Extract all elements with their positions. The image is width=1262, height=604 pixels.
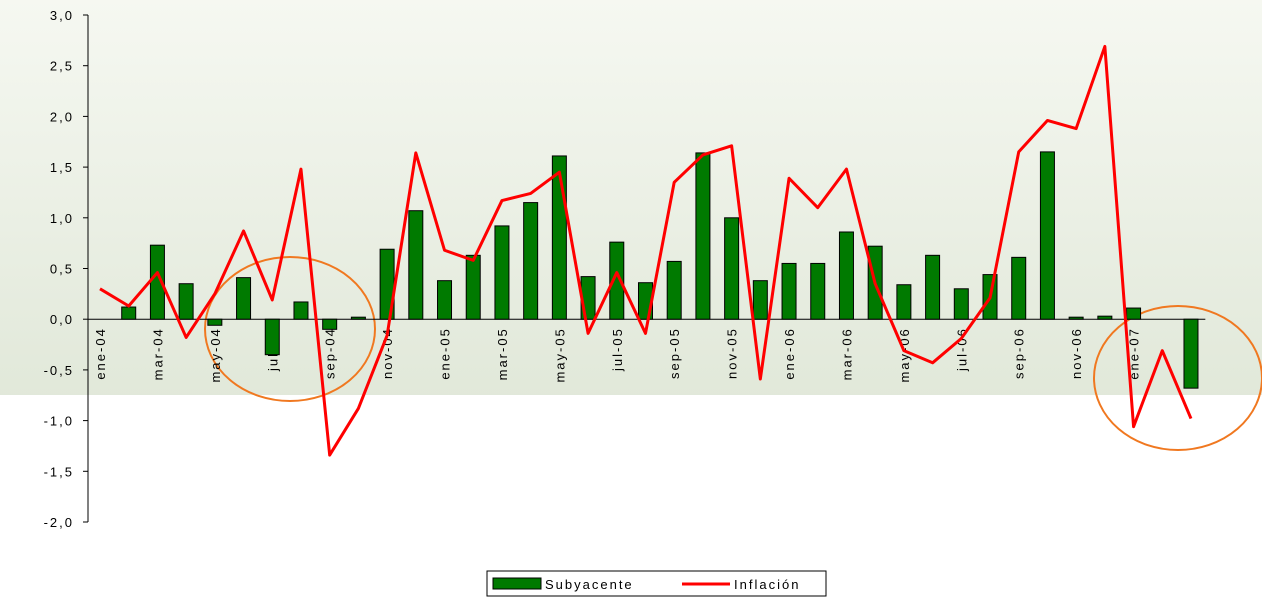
y-tick-label: 2,0 — [50, 109, 74, 124]
bar — [437, 280, 453, 320]
x-tick-label: ene-04 — [93, 327, 108, 379]
bar — [695, 152, 711, 320]
bar — [752, 280, 768, 320]
bar — [953, 288, 969, 320]
y-tick-label: -1,0 — [44, 414, 74, 429]
x-tick-label: sep-06 — [1012, 327, 1027, 379]
highlight-circle — [204, 256, 376, 402]
bar — [1183, 318, 1199, 389]
x-tick-label: jul-06 — [954, 327, 969, 372]
x-tick-label: mar-05 — [495, 327, 510, 380]
bar — [264, 318, 280, 356]
bar — [350, 316, 366, 320]
highlight-circle — [1093, 305, 1262, 451]
bar — [810, 262, 826, 320]
y-tick-label: -0,5 — [44, 363, 74, 378]
bar — [724, 217, 740, 320]
y-tick-label: -1,5 — [44, 464, 74, 479]
y-tick-label: 2,5 — [50, 59, 74, 74]
bar — [1011, 256, 1027, 320]
legend-swatch — [492, 577, 542, 590]
y-tick-label: 1,0 — [50, 211, 74, 226]
x-tick-label: mar-04 — [150, 327, 165, 380]
bar — [465, 254, 481, 320]
bar — [896, 284, 912, 320]
x-tick-label: sep-04 — [323, 327, 338, 379]
bar — [293, 301, 309, 320]
y-tick-label: -2,0 — [44, 515, 74, 530]
x-tick-label: may-04 — [208, 327, 223, 382]
bar — [925, 254, 941, 320]
bar — [322, 318, 338, 330]
bar — [408, 210, 424, 320]
x-tick-label: nov-06 — [1069, 327, 1084, 379]
bar — [1039, 151, 1055, 320]
bar — [121, 306, 137, 320]
bar — [494, 225, 510, 320]
x-tick-label: ene-06 — [782, 327, 797, 379]
bar — [207, 318, 223, 326]
x-tick-label: jul-05 — [610, 327, 625, 372]
y-tick-label: 3,0 — [50, 8, 74, 23]
x-tick-label: may-05 — [552, 327, 567, 382]
x-tick-label: may-06 — [897, 327, 912, 382]
bar — [178, 283, 194, 320]
y-tick-label: 0,0 — [50, 312, 74, 327]
y-tick-label: 1,5 — [50, 160, 74, 175]
bar — [1068, 316, 1084, 320]
legend-label: Inflación — [734, 577, 800, 592]
y-tick-label: 0,5 — [50, 262, 74, 277]
x-tick-label: ene-05 — [438, 327, 453, 379]
legend-box — [486, 570, 827, 597]
x-tick-label: nov-05 — [725, 327, 740, 379]
bar — [838, 231, 854, 320]
bar — [666, 260, 682, 320]
bar — [609, 241, 625, 320]
x-tick-label: sep-05 — [667, 327, 682, 379]
bar — [1126, 307, 1142, 320]
bar — [1097, 315, 1113, 320]
bar — [781, 262, 797, 320]
bar — [523, 202, 539, 320]
x-tick-label: mar-06 — [839, 327, 854, 380]
line — [99, 44, 1193, 457]
bar — [236, 277, 252, 320]
legend-label: Subyacente — [545, 577, 634, 592]
